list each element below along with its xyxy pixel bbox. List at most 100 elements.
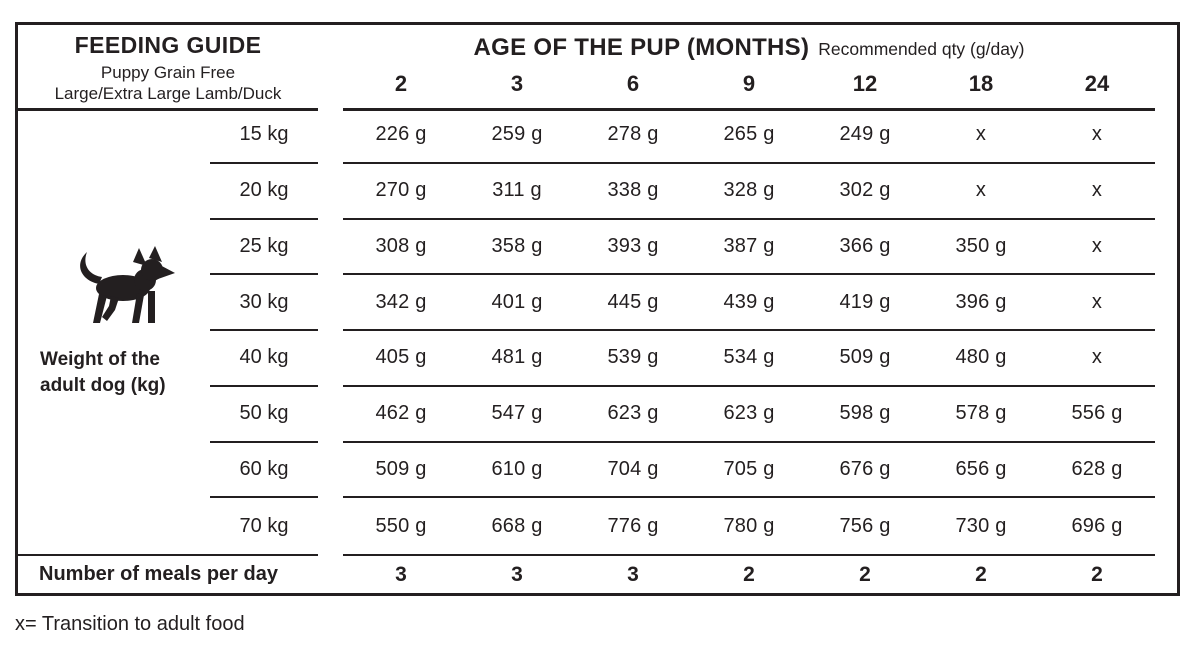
qty-cell: 302 g (839, 179, 891, 202)
age-column-header: 18 (968, 71, 994, 96)
meals-cell: 2 (1091, 562, 1103, 586)
qty-cell: 265 g (723, 123, 775, 146)
weight-cell: 50 kg (210, 387, 318, 443)
qty-cell: 610 g (491, 457, 543, 480)
age-header-unit: Recommended qty (g/day) (818, 39, 1025, 59)
meals-per-day-row: Number of meals per day 3 3 3 2 2 2 2 (18, 554, 1177, 593)
qty-cell: 676 g (839, 457, 891, 480)
qty-cell: 578 g (955, 402, 1007, 425)
qty-cell: 780 g (723, 514, 775, 537)
age-column-header: 2 (394, 71, 408, 96)
qty-cell: 623 g (607, 402, 659, 425)
qty-cell: 366 g (839, 234, 891, 257)
qty-cell: 509 g (839, 346, 891, 369)
qty-cell: 358 g (491, 234, 543, 257)
qty-cell: 311 g (492, 179, 542, 202)
table-row-40kg: 40 kg 405 g 481 g 539 g 534 g 509 g 480 … (18, 331, 1177, 387)
qty-cell: x (975, 179, 987, 202)
divider (343, 108, 1155, 111)
qty-cell: 623 g (723, 402, 775, 425)
qty-cell: x (1091, 179, 1103, 202)
age-header: AGE OF THE PUP (MONTHS) Recommended qty … (343, 34, 1155, 62)
qty-cell: 550 g (375, 514, 427, 537)
age-column-header: 3 (510, 71, 524, 96)
weight-cell: 30 kg (210, 275, 318, 331)
row-values: 342 g 401 g 445 g 439 g 419 g 396 g x (343, 275, 1155, 331)
qty-cell: 705 g (723, 457, 775, 480)
qty-cell: 534 g (723, 346, 775, 369)
qty-cell: 445 g (607, 290, 659, 313)
age-column-header: 6 (626, 71, 640, 96)
feeding-guide-table: FEEDING GUIDE Puppy Grain Free Large/Ext… (15, 22, 1180, 596)
qty-cell: x (1091, 346, 1103, 369)
qty-cell: 668 g (491, 514, 543, 537)
qty-cell: 338 g (607, 179, 659, 202)
qty-cell: 547 g (491, 402, 543, 425)
qty-cell: 226 g (375, 123, 427, 146)
qty-cell: 539 g (607, 346, 659, 369)
qty-cell: x (975, 123, 987, 146)
qty-cell: 556 g (1071, 402, 1123, 425)
qty-cell: 396 g (955, 290, 1007, 313)
meals-per-day-values: 3 3 3 2 2 2 2 (343, 554, 1155, 593)
meals-cell: 3 (395, 562, 407, 586)
weight-axis-label: Weight of the adult dog (kg) (40, 347, 166, 399)
qty-cell: 509 g (375, 457, 427, 480)
weight-cell: 25 kg (210, 220, 318, 276)
product-name-line1: Puppy Grain Free (100, 63, 236, 82)
weight-cell: 70 kg (239, 514, 289, 537)
qty-cell: 439 g (723, 290, 775, 313)
qty-cell: 598 g (839, 402, 891, 425)
qty-cell: x (1091, 234, 1103, 257)
qty-cell: 730 g (955, 514, 1007, 537)
weight-cell: 60 kg (210, 443, 318, 499)
qty-cell: 419 g (839, 290, 891, 313)
qty-cell: 350 g (955, 234, 1007, 257)
qty-cell: 480 g (955, 346, 1007, 369)
row-values: 308 g 358 g 393 g 387 g 366 g 350 g x (343, 220, 1155, 276)
qty-cell: 696 g (1071, 514, 1123, 537)
qty-cell: 756 g (839, 514, 891, 537)
age-column-header: 24 (1084, 71, 1110, 96)
row-values: 550 g 668 g 776 g 780 g 756 g 730 g 696 … (343, 498, 1155, 554)
row-values: 509 g 610 g 704 g 705 g 676 g 656 g 628 … (343, 443, 1155, 499)
qty-cell: 704 g (607, 457, 659, 480)
age-header-title: AGE OF THE PUP (MONTHS) (473, 34, 810, 61)
weight-cell: 40 kg (210, 331, 318, 387)
age-column-header: 12 (852, 71, 878, 96)
qty-cell: 328 g (723, 179, 775, 202)
table-row-20kg: 20 kg 270 g 311 g 338 g 328 g 302 g x x (18, 164, 1177, 220)
row-values: 270 g 311 g 338 g 328 g 302 g x x (343, 164, 1155, 220)
qty-cell: 405 g (375, 346, 427, 369)
row-values: 462 g 547 g 623 g 623 g 598 g 578 g 556 … (343, 387, 1155, 443)
row-values: 405 g 481 g 539 g 534 g 509 g 480 g x (343, 331, 1155, 387)
qty-cell: 462 g (375, 402, 427, 425)
dog-icon (66, 243, 176, 335)
qty-cell: 393 g (607, 234, 659, 257)
table-row-25kg: 25 kg 308 g 358 g 393 g 387 g 366 g 350 … (18, 220, 1177, 276)
meals-cell: 2 (743, 562, 755, 586)
page-title: FEEDING GUIDE (74, 32, 262, 58)
meals-cell: 3 (511, 562, 523, 586)
qty-cell: 270 g (375, 179, 427, 202)
qty-cell: 401 g (491, 290, 543, 313)
qty-cell: 308 g (375, 234, 427, 257)
table-row-15kg: 15 kg 226 g 259 g 278 g 265 g 249 g x x (18, 108, 1177, 164)
qty-cell: 481 g (491, 346, 543, 369)
qty-cell: 249 g (839, 123, 891, 146)
qty-cell: x (1091, 123, 1103, 146)
qty-cell: 278 g (607, 123, 659, 146)
age-column-header: 9 (742, 71, 756, 96)
meals-cell: 2 (859, 562, 871, 586)
product-name-line2: Large/Extra Large Lamb/Duck (54, 84, 282, 103)
divider (18, 108, 318, 111)
weight-axis-label-line1: Weight of the (40, 349, 160, 370)
weight-cell: 20 kg (210, 164, 318, 220)
weight-axis-label-line2: adult dog (kg) (40, 375, 166, 396)
table-row-70kg: 70 kg 550 g 668 g 776 g 780 g 756 g 730 … (18, 498, 1177, 554)
qty-cell: x (1091, 290, 1103, 313)
table-row-60kg: 60 kg 509 g 610 g 704 g 705 g 676 g 656 … (18, 443, 1177, 499)
weight-cell: 15 kg (210, 108, 318, 164)
qty-cell: 776 g (607, 514, 659, 537)
